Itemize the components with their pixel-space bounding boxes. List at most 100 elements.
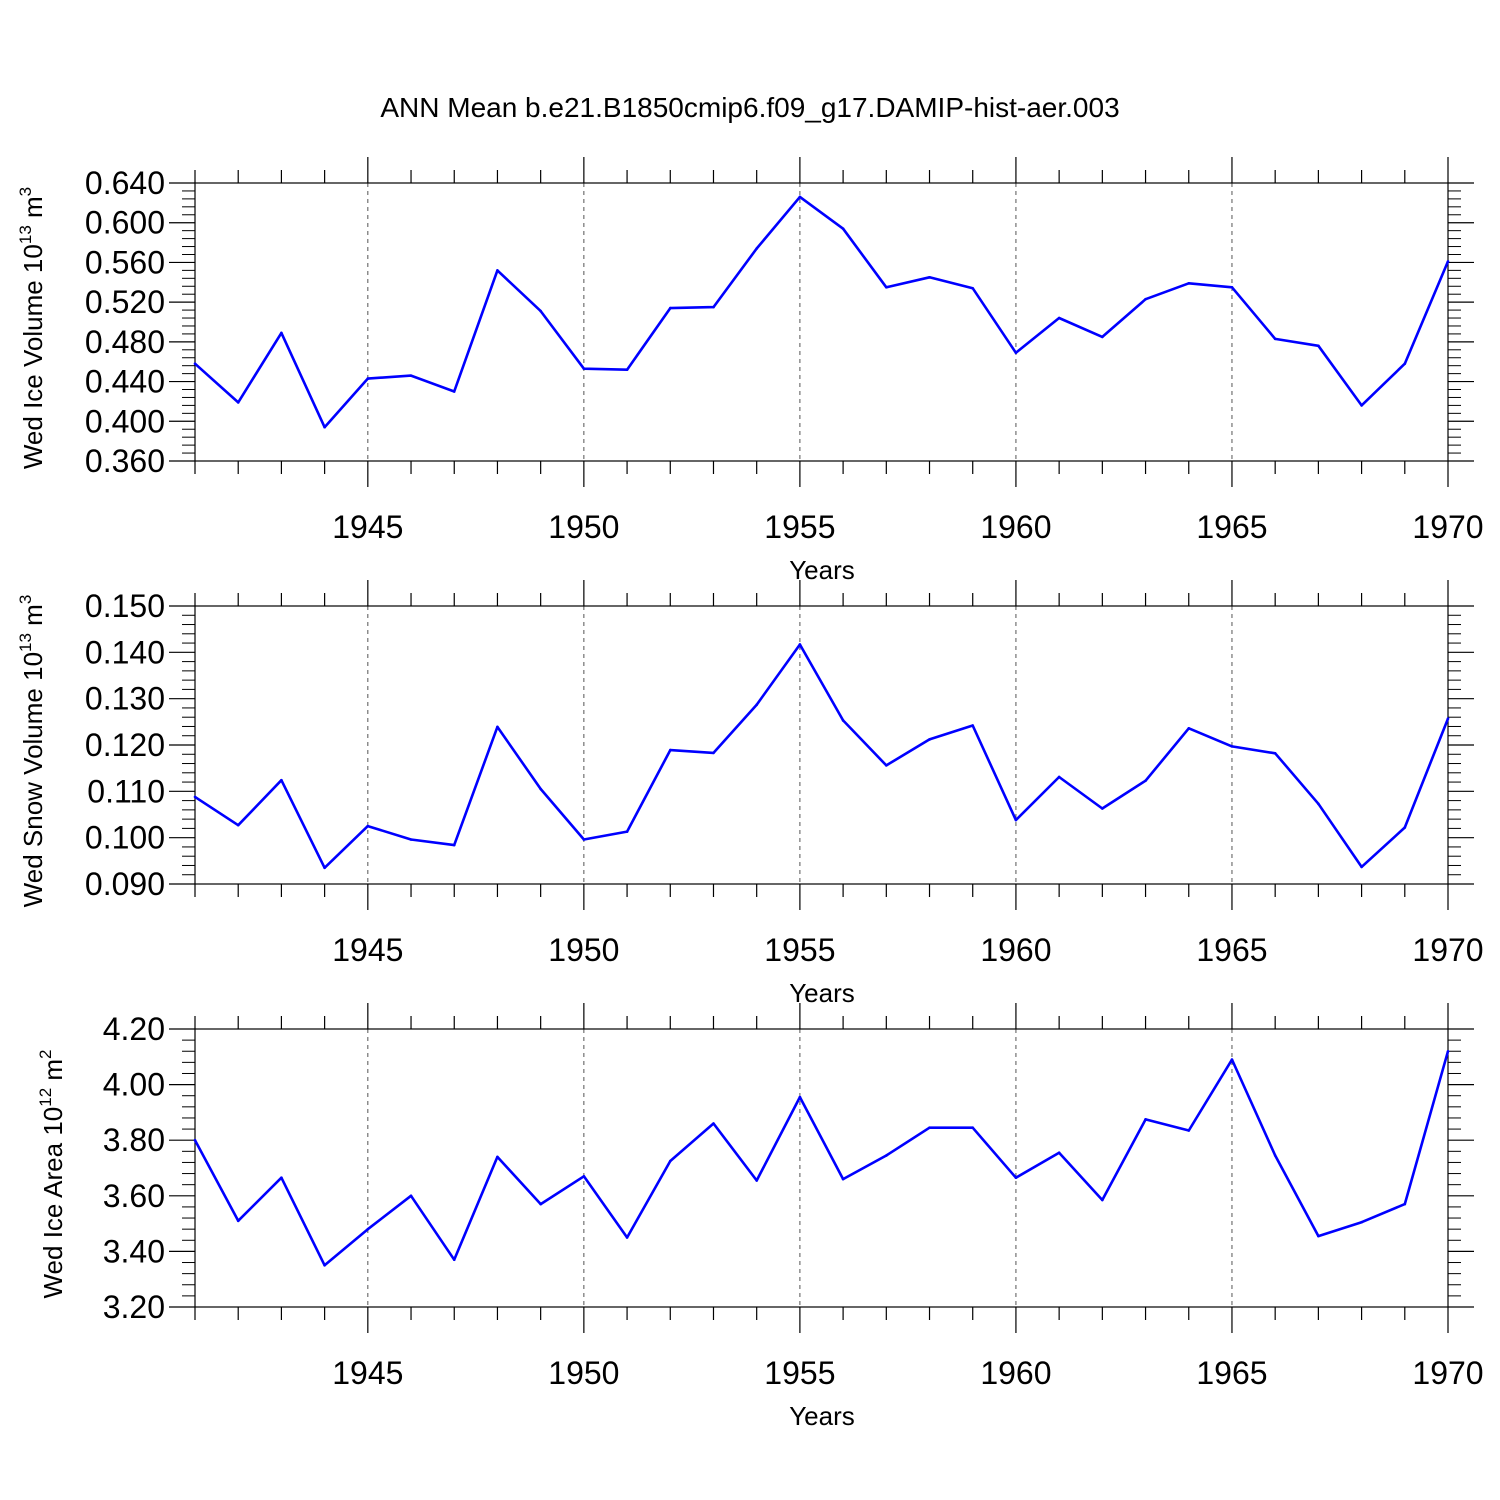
series-line [194, 643, 1450, 870]
data-point [625, 368, 629, 371]
x-tick-label: 1970 [1412, 932, 1483, 968]
data-point [668, 1159, 672, 1163]
series-line [193, 1050, 1450, 1267]
data-point [755, 247, 758, 250]
data-point [409, 1194, 413, 1198]
data-point [280, 1176, 283, 1180]
y-tick-label: 0.360 [85, 443, 165, 479]
y-tick-label: 0.100 [85, 820, 165, 856]
data-point [841, 719, 845, 722]
data-point [668, 748, 672, 752]
x-tick-label: 1965 [1196, 932, 1267, 968]
y-tick-label: 0.560 [85, 244, 165, 280]
data-point [193, 362, 197, 366]
y-axis-label: Wed Ice Area 1012 m2 [36, 1049, 68, 1298]
data-point [971, 1126, 975, 1129]
x-tick-label: 1970 [1412, 509, 1483, 545]
data-point [1187, 281, 1191, 285]
data-point [1014, 351, 1018, 355]
data-point [1273, 1154, 1277, 1157]
data-point [1360, 404, 1363, 407]
x-axis-label: Years [789, 555, 855, 585]
data-point [1403, 826, 1407, 829]
data-point [236, 401, 240, 404]
data-point [1446, 717, 1450, 720]
x-tick-label: 1950 [548, 932, 619, 968]
x-tick-label: 1945 [332, 932, 403, 968]
chart-panel-3: 3.20 3.40 3.60 3.80 4.00 4.20 1945 1950 1955 1960… [36, 1003, 1484, 1431]
data-point [323, 425, 326, 429]
y-tick-label: 0.120 [85, 727, 165, 763]
data-point [1273, 752, 1277, 755]
data-point [582, 838, 586, 841]
data-point [539, 787, 542, 791]
data-point [409, 374, 413, 377]
data-point [625, 1236, 629, 1239]
data-point [1273, 337, 1277, 341]
x-tick-label: 1970 [1412, 1355, 1483, 1391]
x-tick-label: 1945 [332, 1355, 403, 1391]
y-tick-label: 3.60 [103, 1178, 165, 1214]
chart-panel-2: 0.090 0.100 0.110 0.120 0.130 0.140 0.150 1945 1… [16, 580, 1484, 1008]
data-point [1230, 745, 1234, 748]
data-point [1144, 297, 1147, 301]
data-point [366, 824, 370, 828]
data-point [1057, 1151, 1061, 1155]
data-point [1101, 1198, 1104, 1202]
x-tick-label: 1950 [548, 509, 619, 545]
data-point [539, 1202, 542, 1206]
data-point [1144, 1118, 1147, 1121]
data-point [712, 1122, 715, 1125]
y-tick-label: 0.090 [85, 866, 165, 902]
data-point [452, 1258, 456, 1262]
data-point [1403, 362, 1407, 366]
data-point [1360, 1220, 1363, 1224]
plot-frame [194, 1028, 1449, 1308]
plot-frame [194, 182, 1449, 462]
data-point [885, 1154, 888, 1157]
y-tick-label: 3.40 [103, 1233, 165, 1269]
data-point [539, 309, 542, 313]
data-point [280, 778, 283, 782]
y-tick-label: 3.20 [103, 1289, 165, 1325]
data-point [971, 286, 975, 290]
data-point [323, 1264, 326, 1267]
data-point [452, 390, 456, 393]
data-point [323, 866, 326, 870]
data-point [798, 1095, 802, 1099]
y-tick-label: 4.20 [103, 1011, 165, 1047]
x-tick-label: 1960 [980, 509, 1051, 545]
y-tick-label: 0.640 [85, 165, 165, 201]
data-point [928, 738, 931, 741]
data-point [236, 1219, 240, 1223]
y-tick-label: 3.80 [103, 1122, 165, 1158]
data-point [668, 306, 672, 310]
y-axis-label: Wed Ice Volume 1013 m3 [16, 187, 48, 469]
data-point [1446, 260, 1450, 263]
chart-title: ANN Mean b.e21.B1850cmip6.f09_g17.DAMIP-… [380, 92, 1120, 123]
data-point [193, 795, 197, 799]
data-point [1101, 335, 1104, 339]
data-point [1101, 807, 1104, 810]
data-point [1187, 727, 1191, 730]
data-point [625, 830, 629, 833]
data-point [1057, 775, 1061, 779]
y-tick-label: 4.00 [103, 1067, 165, 1103]
data-point [1014, 818, 1018, 822]
y-axis-label: Wed Snow Volume 1013 m3 [16, 595, 48, 908]
data-point [712, 751, 715, 755]
x-axis-label: Years [789, 978, 855, 1008]
x-tick-label: 1945 [332, 509, 403, 545]
x-tick-label: 1955 [764, 932, 835, 968]
data-point [928, 276, 931, 279]
data-point [1057, 316, 1061, 320]
y-tick-label: 0.400 [85, 403, 165, 439]
data-point [928, 1126, 931, 1129]
data-point [496, 1155, 499, 1159]
data-point [366, 377, 370, 380]
data-point [798, 195, 802, 199]
data-point [1187, 1129, 1191, 1132]
x-tick-label: 1965 [1196, 1355, 1267, 1391]
data-point [841, 227, 845, 230]
x-tick-label: 1960 [980, 932, 1051, 968]
